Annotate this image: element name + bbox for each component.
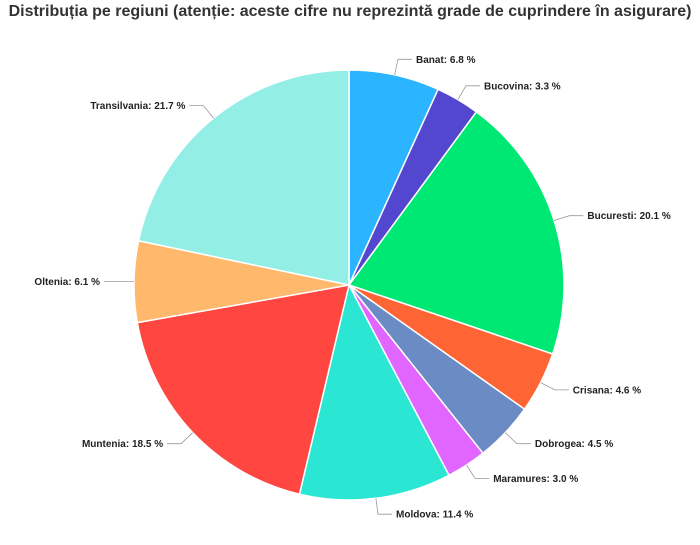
label-connector-bucovina (457, 85, 480, 100)
data-label-muntenia: Muntenia: 18.5 % (82, 439, 163, 450)
data-label-dobrogea: Dobrogea: 4.5 % (535, 439, 613, 450)
pie-slices (133, 69, 565, 501)
label-connector-bucuresti (553, 215, 584, 221)
label-connector-dobrogea (505, 432, 531, 445)
data-label-maramures: Maramures: 3.0 % (493, 474, 578, 485)
chart-title: Distribuția pe regiuni (atenție: aceste … (8, 3, 692, 20)
label-connector-moldova (375, 498, 392, 515)
label-connector-muntenia (167, 432, 193, 445)
pie-slice-bucuresti[interactable] (347, 110, 565, 355)
label-connector-banat (394, 58, 412, 75)
data-label-bucovina: Bucovina: 3.3 % (484, 81, 561, 92)
data-label-oltenia: Oltenia: 6.1 % (34, 277, 100, 288)
data-label-transilvania: Transilvania: 21.7 % (90, 101, 185, 112)
data-label-moldova: Moldova: 11.4 % (396, 510, 473, 521)
data-label-bucuresti: Bucuresti: 20.1 % (587, 211, 670, 222)
data-label-banat: Banat: 6.8 % (416, 55, 476, 66)
label-connector-maramures (466, 464, 490, 479)
pie-labels: Banat: 6.8 % Bucovina: 3.3 % Bucuresti: 20… (34, 55, 670, 521)
data-label-crisana: Crisana: 4.6 % (573, 385, 641, 396)
label-connector-transilvania (189, 105, 214, 119)
pie-slice-muntenia[interactable] (136, 284, 350, 496)
label-connector-crisana (540, 382, 569, 391)
